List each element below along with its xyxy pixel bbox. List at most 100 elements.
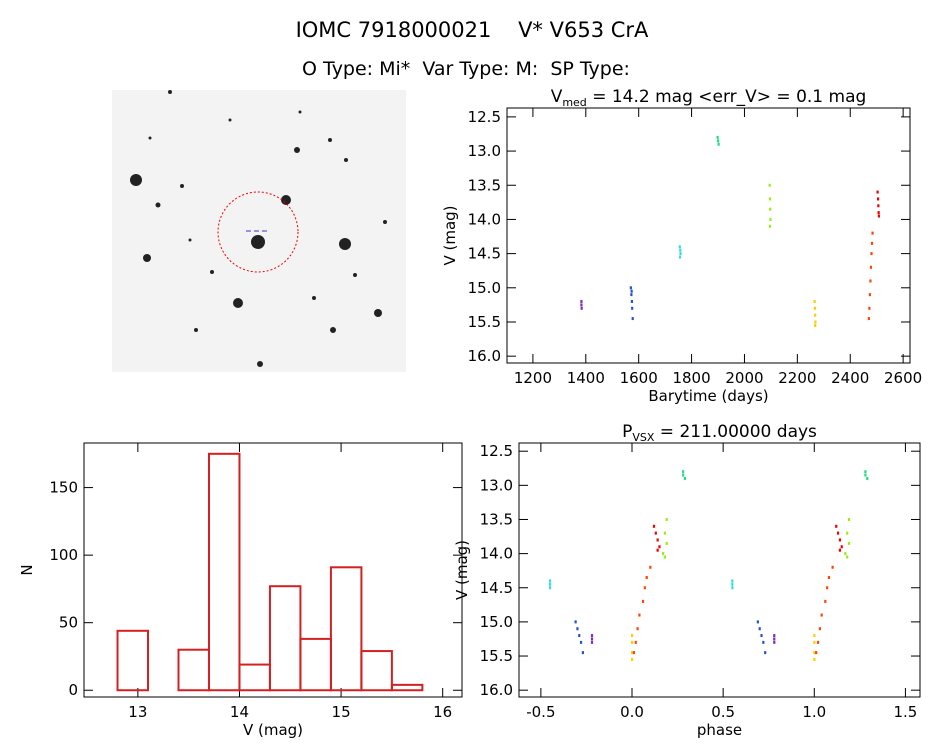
data-point <box>813 634 816 638</box>
y-tick-label: 50 <box>59 614 78 632</box>
y-tick-label: 100 <box>49 546 78 564</box>
data-point <box>636 627 639 631</box>
y-tick-label: 16.0 <box>468 347 501 365</box>
y-tick-label: 15.5 <box>480 647 513 665</box>
data-point <box>869 265 873 269</box>
plot-frame <box>518 442 921 698</box>
data-point <box>641 599 645 603</box>
data-point <box>824 599 827 603</box>
data-point <box>773 634 776 638</box>
data-point <box>831 565 834 569</box>
y-tick-label: 13.5 <box>468 176 501 194</box>
histogram-bar <box>268 585 302 692</box>
data-point <box>758 627 761 631</box>
data-point <box>768 197 772 201</box>
y-axis-label: V (mag) <box>453 540 471 600</box>
data-point <box>663 531 667 535</box>
x-tick-label: 13 <box>128 703 147 721</box>
data-point <box>870 252 873 256</box>
data-point <box>814 313 817 317</box>
data-point <box>813 651 816 655</box>
data-point <box>631 317 634 321</box>
plot-frame <box>506 107 911 364</box>
data-point <box>548 579 552 583</box>
data-point <box>638 613 641 617</box>
data-point <box>630 289 633 293</box>
data-point <box>717 139 720 143</box>
histogram-bar <box>329 566 363 692</box>
x-tick-label: 0.0 <box>620 703 644 721</box>
x-tick-label: 1400 <box>567 369 605 387</box>
data-point <box>813 306 817 310</box>
title-part: V <box>551 87 563 107</box>
y-tick-label: 13.0 <box>468 142 501 160</box>
data-point <box>682 470 685 474</box>
x-tick-label: 0.5 <box>711 703 735 721</box>
data-point <box>665 541 668 545</box>
data-point <box>846 555 849 559</box>
data-point <box>656 548 659 552</box>
data-point <box>679 248 682 252</box>
data-point <box>629 286 632 290</box>
data-point <box>847 541 851 545</box>
sky-image <box>112 90 406 372</box>
data-point <box>579 640 583 644</box>
data-point <box>871 231 874 235</box>
title-part: VSX <box>632 431 655 444</box>
y-tick-label: 14.0 <box>480 545 513 563</box>
x-tick-label: -0.5 <box>526 703 555 721</box>
x-tick-label: 14 <box>230 703 249 721</box>
y-axis-label: V (mag) <box>441 205 459 265</box>
x-tick-label: 1600 <box>620 369 658 387</box>
data-point <box>658 545 661 549</box>
data-point <box>678 255 682 259</box>
data-point <box>548 586 552 590</box>
data-point <box>827 576 831 580</box>
data-point <box>877 197 880 201</box>
data-point <box>816 640 820 644</box>
data-point <box>813 640 816 644</box>
data-point <box>576 627 579 631</box>
data-point <box>578 634 581 638</box>
data-point <box>731 582 734 586</box>
data-point <box>631 634 634 638</box>
data-point <box>864 470 867 474</box>
data-point <box>768 224 772 228</box>
x-tick-label: 1200 <box>514 369 552 387</box>
data-point <box>548 582 552 586</box>
data-point <box>661 552 665 556</box>
data-point <box>574 620 577 624</box>
title-part: = 211.00000 days <box>654 422 817 442</box>
plot-title: PVSX = 211.00000 days <box>622 422 817 444</box>
data-point <box>813 299 816 303</box>
data-point <box>631 306 634 310</box>
data-point <box>760 634 763 638</box>
y-tick-label: 14.0 <box>468 210 501 228</box>
data-point <box>835 524 838 528</box>
data-point <box>665 517 668 521</box>
data-point <box>663 555 667 559</box>
y-tick-label: 15.0 <box>468 279 501 297</box>
x-tick-label: 15 <box>332 703 351 721</box>
data-point <box>815 651 818 655</box>
data-point <box>580 306 583 310</box>
data-point <box>631 657 634 661</box>
data-point <box>870 241 874 245</box>
data-point <box>581 651 584 655</box>
x-axis-label: V (mag) <box>243 721 303 739</box>
x-tick-label: 2000 <box>725 369 763 387</box>
data-point <box>679 252 682 256</box>
data-point <box>654 531 657 535</box>
histogram-bar <box>116 629 150 692</box>
data-point <box>590 637 594 641</box>
data-point <box>716 135 719 139</box>
data-point <box>846 531 849 535</box>
y-tick-label: 15.5 <box>468 313 501 331</box>
page-subtitle: O Type: Mi* Var Type: M: SP Type: <box>302 58 630 80</box>
data-point <box>580 299 583 303</box>
data-point <box>773 640 776 644</box>
data-point <box>868 306 871 310</box>
y-tick-label: 0 <box>68 681 78 699</box>
data-point <box>649 565 652 569</box>
